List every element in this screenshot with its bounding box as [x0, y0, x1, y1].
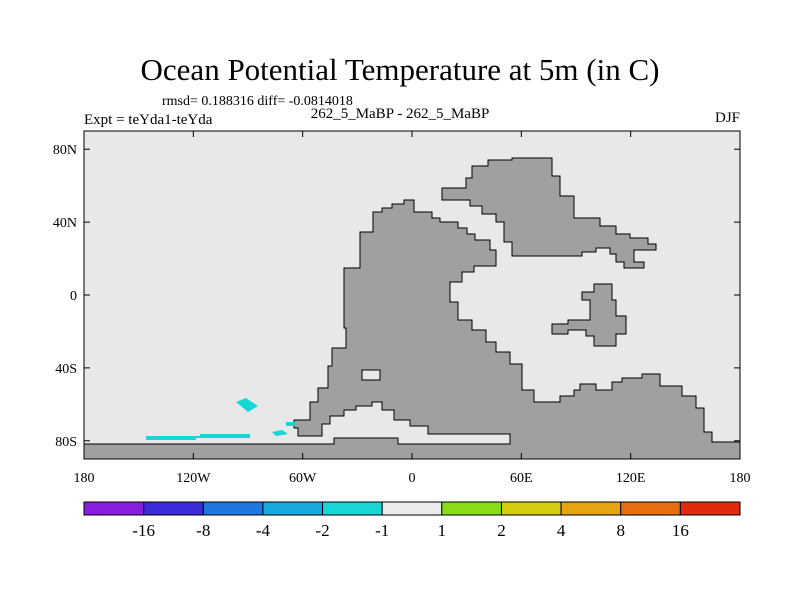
colorbar-swatch — [143, 501, 204, 516]
anomaly-patch-b — [146, 434, 250, 440]
case-label: 262_5_MaBP - 262_5_MaBP — [310, 106, 490, 122]
anomaly-patch-a — [236, 398, 258, 412]
colorbar-swatch — [679, 501, 741, 516]
colorbar-label: -4 — [256, 521, 271, 540]
colorbar-label: -8 — [196, 521, 210, 540]
land-north-block — [441, 157, 657, 269]
x-tick-label: 180 — [730, 471, 751, 486]
x-tick-label: 60E — [510, 471, 533, 486]
colorbar-swatch — [83, 501, 145, 516]
map-content — [84, 157, 740, 459]
x-tick-label: 60W — [289, 471, 317, 486]
chart-title: Ocean Potential Temperature at 5m (in C) — [140, 52, 660, 87]
colorbar-label: -16 — [132, 521, 155, 540]
colorbar-swatch — [381, 501, 443, 516]
colorbar-swatch — [620, 501, 681, 516]
x-tick-label: 0 — [409, 471, 416, 486]
experiment-label: Expt = teYda1-teYda — [84, 112, 213, 128]
land-inner-gap — [361, 369, 381, 381]
colorbar-label: -1 — [375, 521, 389, 540]
colorbar-label: 8 — [616, 521, 625, 540]
x-axis: 180 120W 60W 0 60E 120E 180 — [74, 131, 751, 486]
colorbar-swatch — [560, 501, 622, 516]
colorbar-swatch — [322, 501, 383, 516]
season-label: DJF — [714, 110, 740, 126]
x-tick-label: 120W — [176, 471, 211, 486]
colorbar-swatch — [441, 501, 502, 516]
x-tick-label: 120E — [616, 471, 646, 486]
y-tick-label: 80N — [53, 143, 77, 158]
colorbar-swatch — [202, 501, 264, 516]
anomaly-patch-d — [286, 422, 296, 426]
x-tick-label: 180 — [74, 471, 95, 486]
y-axis: 80N 40N 0 40S 80S — [53, 143, 740, 450]
colorbar-label: 16 — [672, 521, 689, 540]
y-tick-label: 0 — [70, 289, 77, 304]
colorbar-swatch — [500, 501, 562, 516]
colorbar-swatch — [262, 501, 324, 516]
y-tick-label: 40N — [53, 216, 77, 231]
land-pangea-main — [84, 199, 740, 459]
colorbar-label: 4 — [557, 521, 566, 540]
y-tick-label: 80S — [55, 435, 77, 450]
anomaly-patch-c — [272, 430, 288, 436]
stats-label: rmsd= 0.188316 diff= -0.0814018 — [162, 94, 353, 109]
y-tick-label: 40S — [55, 362, 77, 377]
colorbar-label: -2 — [315, 521, 329, 540]
colorbar-label: 2 — [497, 521, 506, 540]
colorbar-label: 1 — [438, 521, 447, 540]
land-east-island — [551, 283, 627, 347]
colorbar: -16 -8 -4 -2 -1 1 2 4 8 16 — [83, 501, 741, 540]
